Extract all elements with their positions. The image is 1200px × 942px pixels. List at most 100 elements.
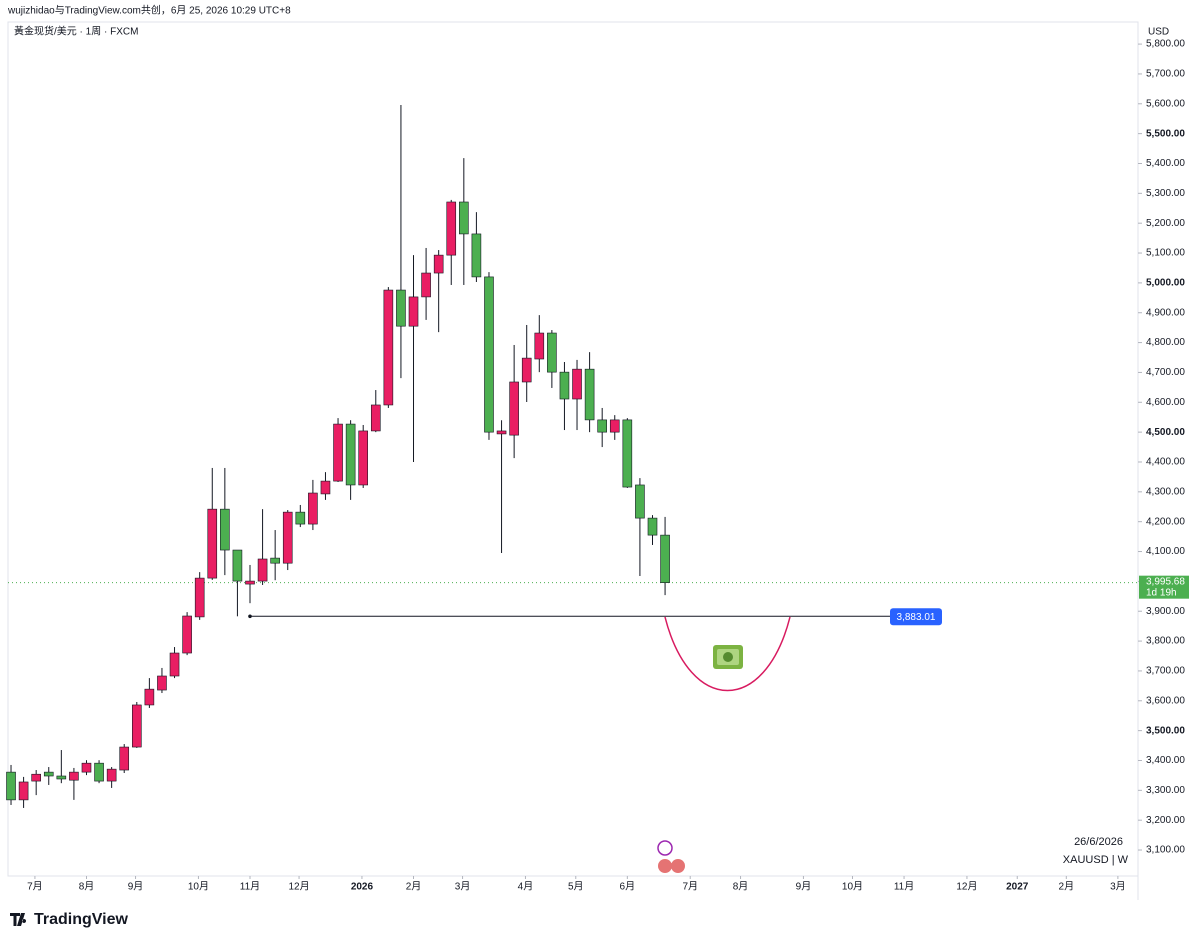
candle-body <box>446 201 457 256</box>
candle-body <box>584 368 595 421</box>
x-tick-label: 9月 <box>796 881 812 893</box>
candle <box>421 247 431 320</box>
candle <box>383 287 394 408</box>
y-tick-label: 3,200.00 <box>1146 815 1185 826</box>
candle-body <box>521 357 532 383</box>
x-tick-label: 3月 <box>455 881 471 893</box>
candle-body <box>459 201 469 235</box>
y-tick-label: 4,500.00 <box>1146 427 1185 438</box>
candle <box>534 315 545 373</box>
candle <box>6 764 16 805</box>
y-tick-label: 5,800.00 <box>1146 39 1185 50</box>
y-tick-label: 3,700.00 <box>1146 666 1185 677</box>
candle-body <box>547 332 557 373</box>
y-tick-label: 3,900.00 <box>1146 606 1185 617</box>
candle <box>157 667 167 694</box>
candle-body <box>433 254 444 274</box>
candle-body <box>484 276 494 433</box>
candle <box>358 424 369 488</box>
candle-body <box>270 557 280 564</box>
candle-body <box>509 381 519 436</box>
candle-body <box>660 534 670 583</box>
x-tick-label: 4月 <box>518 881 534 893</box>
y-tick-label: 3,400.00 <box>1146 755 1185 766</box>
y-tick-label: 5,300.00 <box>1146 188 1185 199</box>
candle <box>282 510 293 571</box>
x-tick-label: 12月 <box>288 881 309 893</box>
candle-body <box>106 768 117 782</box>
candle-body <box>597 419 607 433</box>
y-tick-label: 5,200.00 <box>1146 218 1185 229</box>
candle <box>182 612 192 656</box>
price-line-anchor <box>248 614 252 619</box>
candle <box>370 390 381 433</box>
money-icon <box>713 645 743 669</box>
x-tick-label: 11月 <box>240 881 260 893</box>
symbol-watermark: XAUUSD | W <box>1063 854 1129 866</box>
candle-body <box>232 549 243 582</box>
x-tick-label: 6月 <box>620 881 636 893</box>
candle <box>521 324 532 402</box>
y-tick-label: 5,500.00 <box>1146 128 1185 139</box>
candle-body <box>308 492 318 525</box>
x-tick-label: 8月 <box>733 881 749 893</box>
candle <box>295 504 306 528</box>
candle <box>622 418 633 488</box>
candle-body <box>131 704 142 748</box>
x-tick-label: 10月 <box>842 881 863 893</box>
candle <box>496 420 507 554</box>
x-tick-label: 3月 <box>1110 881 1126 893</box>
candle <box>559 361 570 431</box>
arc-drawing <box>664 616 791 691</box>
x-tick-label: 5月 <box>568 881 584 893</box>
candle <box>43 767 54 785</box>
candle <box>647 515 658 545</box>
candle <box>270 530 280 581</box>
date-watermark: 26/6/2026 <box>1074 836 1123 848</box>
candle <box>345 420 356 500</box>
candle <box>396 104 406 379</box>
candle-body <box>194 577 205 618</box>
y-tick-label: 4,800.00 <box>1146 337 1185 348</box>
candle-body <box>572 368 582 400</box>
y-tick-label: 3,800.00 <box>1146 636 1185 647</box>
candle-body <box>609 419 620 433</box>
y-tick-label: 4,200.00 <box>1146 516 1185 527</box>
y-tick-label: 3,600.00 <box>1146 695 1185 706</box>
candle <box>106 767 117 788</box>
candle <box>459 158 469 285</box>
event-icons <box>657 840 685 873</box>
candle <box>69 767 79 800</box>
candle <box>94 760 104 784</box>
candle <box>31 770 41 796</box>
currency: USD <box>1148 27 1169 38</box>
candle-body <box>94 762 104 782</box>
x-tick-label: 2026 <box>351 882 374 893</box>
x-tick-label: 7月 <box>27 881 43 893</box>
candle-body <box>119 746 130 771</box>
candle <box>408 255 419 462</box>
candle-body <box>370 404 381 432</box>
y-tick-label: 4,100.00 <box>1146 546 1185 557</box>
y-tick-label: 5,100.00 <box>1146 248 1185 259</box>
candle <box>597 407 607 448</box>
candle <box>257 509 268 585</box>
candle-body <box>257 558 268 582</box>
last-price-label: 3,995.68 <box>1146 576 1185 587</box>
price-line-box <box>890 608 942 626</box>
candle <box>131 701 142 748</box>
candle <box>207 467 218 580</box>
x-tick-label: 11月 <box>894 881 914 893</box>
y-tick-label: 5,400.00 <box>1146 158 1185 169</box>
candle <box>433 250 444 333</box>
brand: TradingView <box>34 911 129 928</box>
x-tick-label: 2月 <box>406 881 422 893</box>
y-tick-label: 4,900.00 <box>1146 307 1185 318</box>
candle <box>119 744 130 774</box>
candle-body <box>622 419 633 488</box>
candle-body <box>635 484 645 519</box>
candle <box>660 516 670 596</box>
x-tick-label: 2月 <box>1059 881 1075 893</box>
candle-body <box>496 430 507 435</box>
candle-body <box>534 332 545 360</box>
